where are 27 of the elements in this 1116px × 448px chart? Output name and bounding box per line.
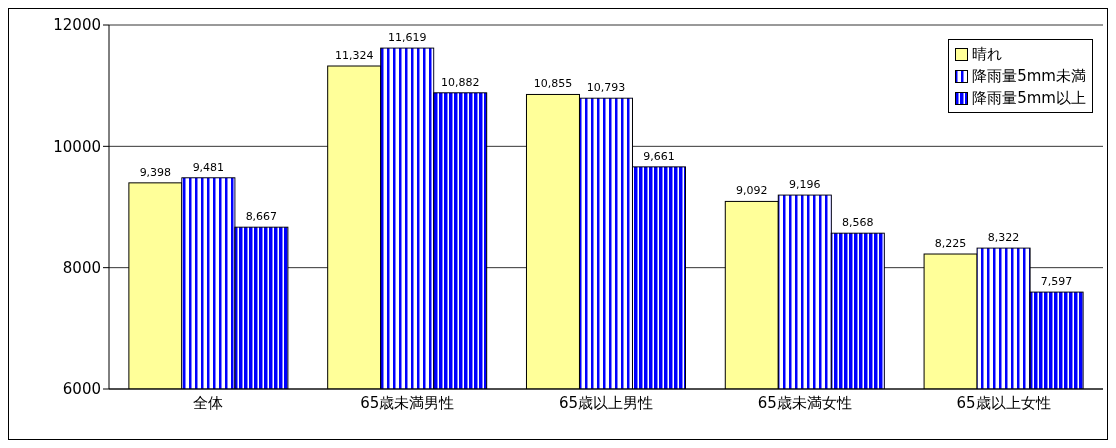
legend-label: 降雨量5mm未満	[972, 66, 1086, 87]
y-tick-label: 6000	[62, 380, 101, 399]
y-tick-label: 12000	[53, 16, 101, 35]
data-label: 8,225	[934, 237, 967, 251]
x-tick-label: 全体	[193, 393, 224, 412]
legend-label: 降雨量5mm以上	[972, 88, 1086, 109]
y-tick-label: 10000	[53, 137, 101, 156]
x-tick-label: 65歳以上男性	[558, 393, 654, 412]
data-label: 9,661	[643, 149, 675, 163]
y-tick-label: 8000	[62, 258, 101, 277]
data-label: 11,619	[387, 31, 427, 45]
data-label: 10,793	[586, 81, 626, 95]
data-label: 8,322	[987, 231, 1020, 245]
data-label: 8,568	[842, 216, 874, 230]
data-label: 9,196	[789, 178, 821, 192]
x-tick-label: 65歳未満男性	[360, 393, 455, 412]
data-label: 10,855	[533, 77, 573, 91]
data-label: 9,092	[736, 184, 768, 198]
data-label: 10,882	[440, 75, 480, 89]
x-tick-label: 65歳以上女性	[956, 393, 1051, 412]
data-label: 9,481	[192, 160, 225, 174]
x-tick-label: 65歳未満女性	[757, 393, 852, 412]
data-label: 9,398	[139, 165, 172, 179]
data-label: 8,667	[245, 210, 278, 224]
legend-label: 晴れ	[972, 44, 1003, 65]
data-label: 11,324	[334, 49, 374, 63]
data-label: 7,597	[1040, 275, 1073, 289]
